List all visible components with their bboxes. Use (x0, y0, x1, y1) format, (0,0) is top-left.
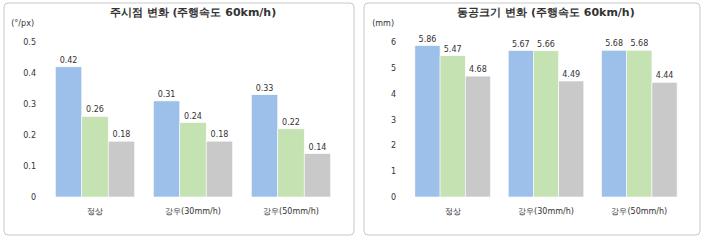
chart-title: 동공크기 변화 (주행속도 60km/h) (457, 6, 634, 19)
y-axis-label: (°/px) (11, 19, 34, 28)
tick-mark (43, 166, 46, 167)
bar (627, 50, 652, 197)
chart-title: 주시점 변화 (주행속도 60km/h) (110, 6, 276, 19)
x-tick-label: 강우(50mm/h) (263, 207, 319, 216)
data-label: 0.42 (60, 56, 78, 65)
tick-mark (43, 42, 46, 43)
bar (508, 51, 533, 197)
bar (82, 116, 108, 197)
root: 주시점 변화 (주행속도 60km/h) (°/px) 0 0.1 0.2 0.3 0.4 0… (0, 0, 704, 239)
y-tick-label: 0.2 (23, 131, 36, 140)
bars-group (55, 67, 330, 197)
tick-mark (403, 171, 406, 172)
y-tick-label: 0.3 (23, 100, 36, 109)
tick-mark (403, 119, 406, 120)
tick-mark (403, 67, 406, 68)
data-label: 0.22 (282, 118, 300, 127)
data-label: 0.31 (158, 90, 176, 99)
data-label: 4.44 (656, 71, 674, 80)
data-label: 4.49 (562, 70, 580, 79)
bar (108, 141, 134, 197)
tick-mark (403, 93, 406, 94)
x-tick-label: 강우(50mm/h) (611, 207, 667, 216)
bar (465, 76, 490, 197)
data-label: 4.68 (469, 65, 487, 74)
tick-mark (43, 73, 46, 74)
data-label: 5.47 (444, 45, 462, 54)
panel-frame (4, 3, 354, 235)
x-tick-label: 강우(30mm/h) (518, 207, 574, 216)
bars-group (415, 46, 677, 197)
data-label: 5.68 (605, 39, 623, 48)
data-label: 5.67 (512, 40, 530, 49)
tick-mark (403, 42, 406, 43)
data-label: 5.68 (630, 39, 648, 48)
tick-mark (43, 104, 46, 105)
x-tick-label: 강우(30mm/h) (165, 207, 221, 216)
y-tick-label: 3 (391, 116, 396, 125)
chart-canvas: 주시점 변화 (주행속도 60km/h) (°/px) 0 0.1 0.2 0.3 0.4 0… (0, 0, 704, 239)
bar (440, 56, 465, 197)
bar (602, 50, 627, 197)
data-label: 0.18 (211, 130, 229, 139)
tick-mark (43, 135, 46, 136)
data-label: 0.33 (256, 84, 274, 93)
bar (559, 81, 584, 197)
y-axis-label: (mm) (372, 19, 394, 28)
bar (533, 51, 558, 197)
bar (415, 46, 440, 197)
data-label: 0.14 (309, 143, 327, 152)
y-tick-label: 0.5 (23, 38, 36, 47)
data-label: 0.18 (113, 130, 131, 139)
bar (278, 129, 304, 197)
bar (153, 101, 179, 197)
x-tick-label: 정상 (445, 207, 461, 216)
bar (180, 123, 206, 197)
x-tick-label: 정상 (87, 207, 103, 216)
y-tick-label: 2 (391, 141, 396, 150)
y-tick-label: 6 (391, 38, 396, 47)
data-label: 0.24 (184, 112, 202, 121)
y-tick-label: 0.4 (23, 69, 36, 78)
y-tick-label: 0 (31, 193, 36, 202)
y-tick-label: 5 (391, 64, 396, 73)
tick-mark (403, 197, 406, 198)
y-tick-label: 0.1 (23, 162, 36, 171)
bar (55, 67, 81, 197)
panel-frame (364, 3, 700, 235)
tick-mark (43, 197, 46, 198)
data-label: 0.26 (86, 105, 104, 114)
bar (304, 154, 330, 197)
y-tick-label: 1 (391, 167, 396, 176)
tick-mark (403, 145, 406, 146)
y-tick-label: 4 (391, 90, 396, 99)
bar (251, 95, 277, 197)
bar (206, 141, 232, 197)
y-tick-label: 0 (391, 193, 396, 202)
data-label: 5.66 (537, 40, 555, 49)
data-label: 5.86 (419, 35, 437, 44)
bar (652, 82, 677, 197)
